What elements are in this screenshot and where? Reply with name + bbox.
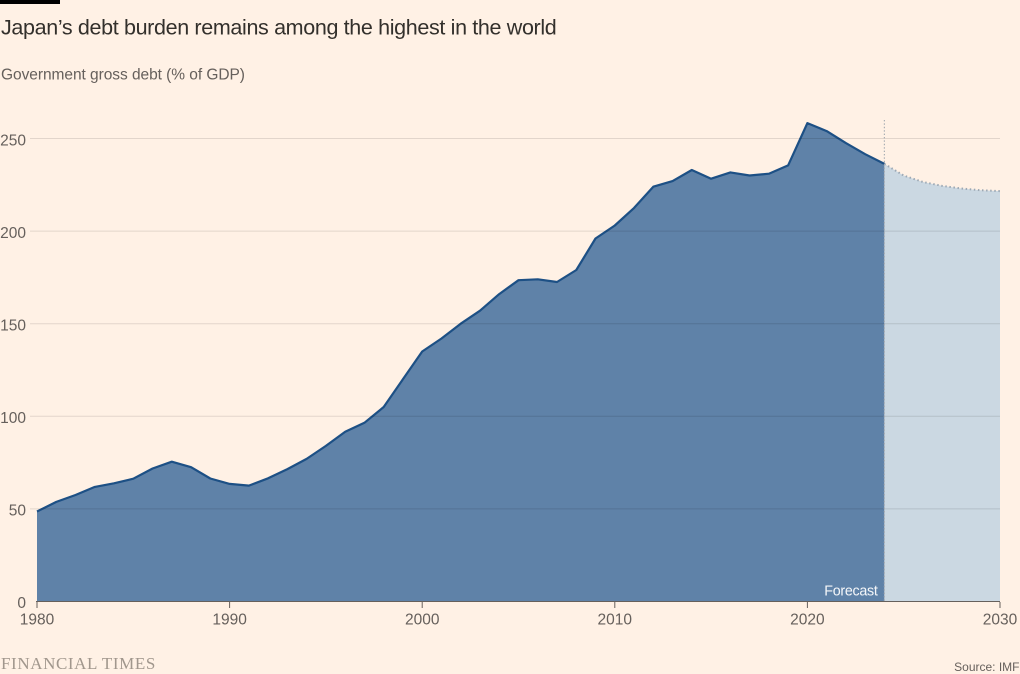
svg-text:Forecast: Forecast	[824, 584, 878, 600]
svg-text:1990: 1990	[212, 612, 247, 629]
svg-text:Source: IMF: Source: IMF	[954, 660, 1019, 674]
svg-text:100: 100	[0, 410, 26, 427]
svg-text:FINANCIAL TIMES: FINANCIAL TIMES	[1, 654, 156, 673]
svg-text:200: 200	[0, 225, 26, 242]
svg-text:1980: 1980	[20, 612, 55, 629]
svg-text:150: 150	[0, 318, 26, 335]
svg-text:50: 50	[9, 503, 27, 520]
svg-text:Government gross debt (% of GD: Government gross debt (% of GDP)	[1, 66, 245, 83]
svg-text:2000: 2000	[405, 612, 440, 629]
svg-text:250: 250	[0, 132, 26, 149]
svg-text:0: 0	[17, 595, 26, 612]
svg-text:2030: 2030	[983, 612, 1018, 629]
svg-text:Japan’s debt burden remains am: Japan’s debt burden remains among the hi…	[1, 15, 556, 39]
svg-text:2020: 2020	[790, 612, 825, 629]
svg-text:2010: 2010	[598, 612, 633, 629]
